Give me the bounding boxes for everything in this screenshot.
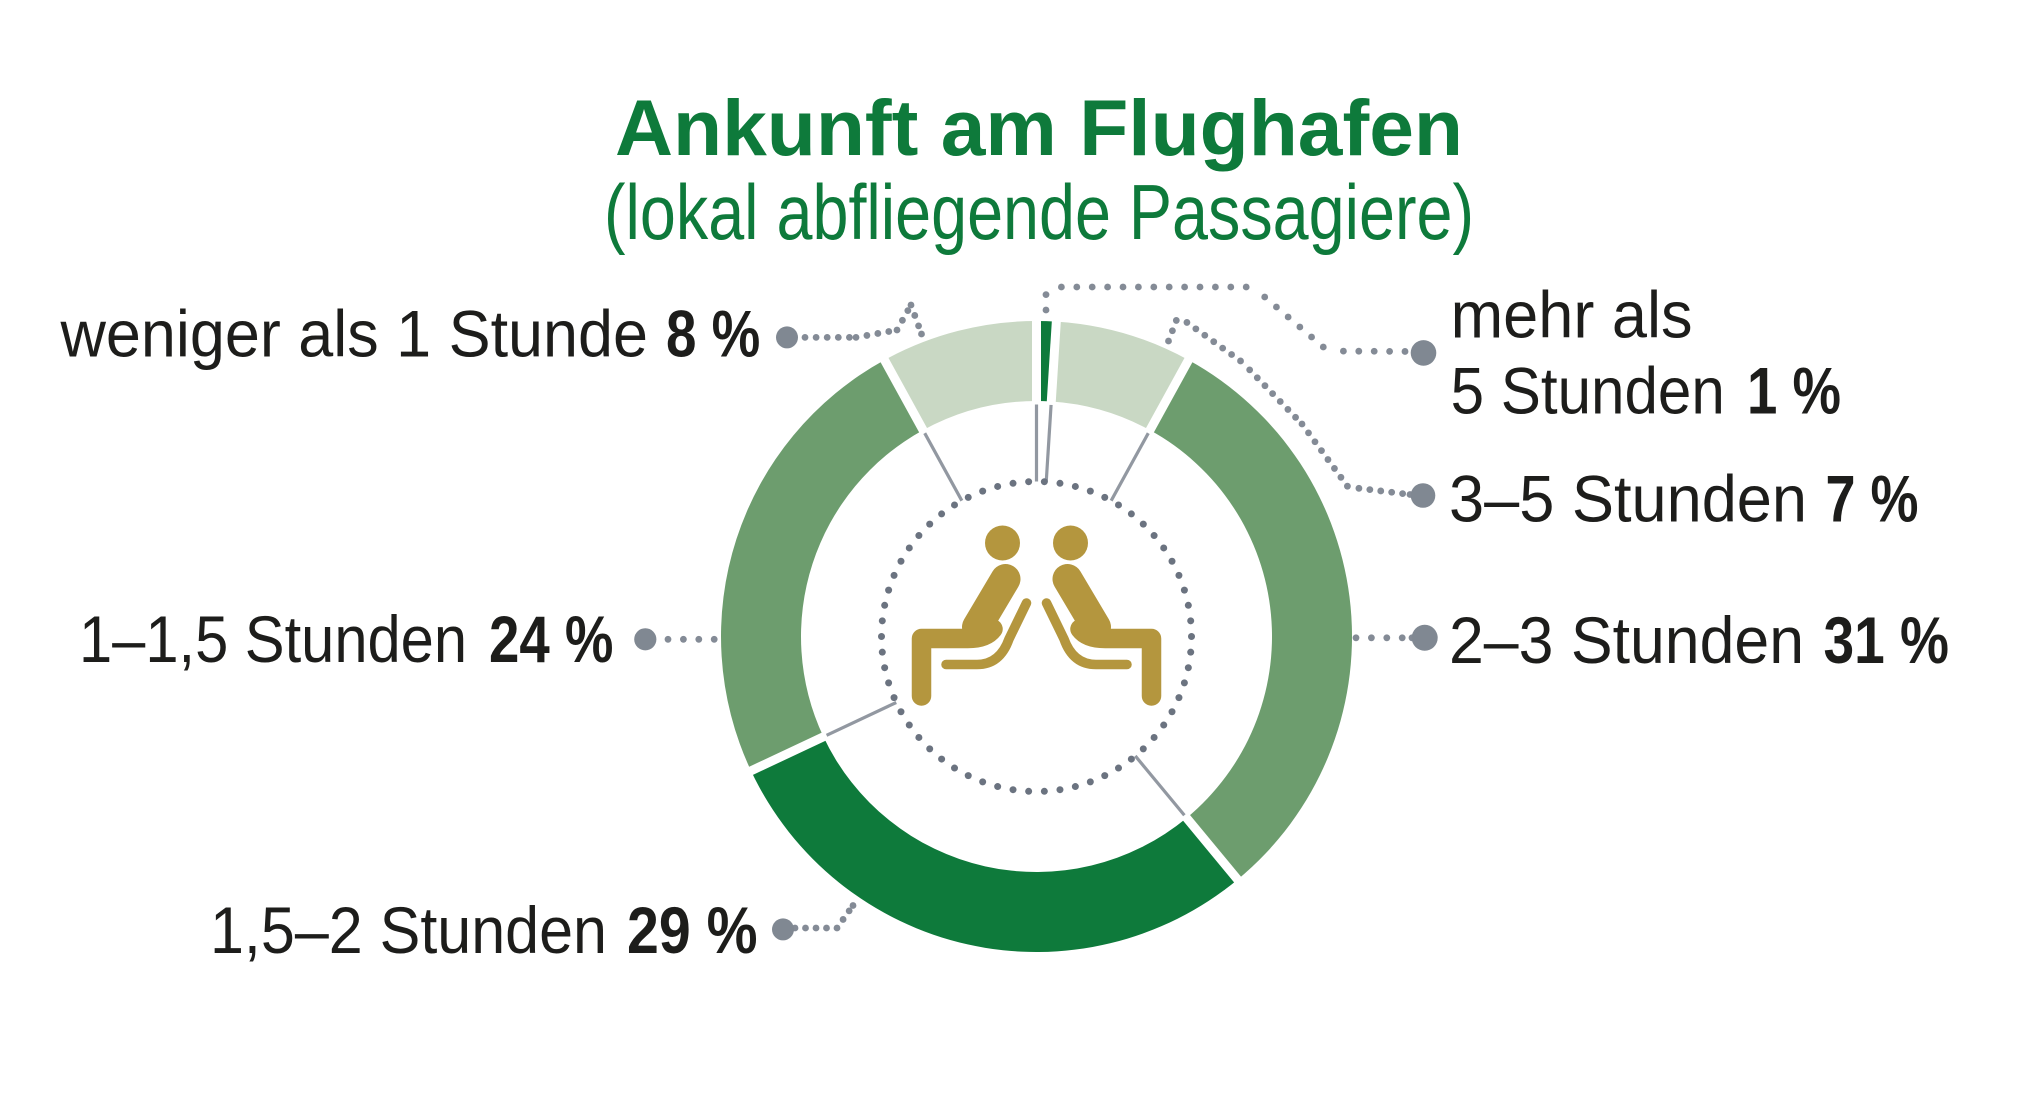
- svg-text:29 %: 29 %: [627, 893, 758, 967]
- svg-text:7 %: 7 %: [1826, 462, 1919, 536]
- svg-text:1–1,5 Stunden: 1–1,5 Stunden: [79, 602, 467, 676]
- svg-text:Ankunft am Flughafen: Ankunft am Flughafen: [615, 83, 1463, 172]
- svg-text:(lokal abfliegende Passagiere): (lokal abfliegende Passagiere): [604, 168, 1474, 256]
- svg-text:mehr als: mehr als: [1451, 278, 1693, 352]
- svg-text:1 %: 1 %: [1747, 354, 1841, 428]
- svg-text:3–5 Stunden: 3–5 Stunden: [1449, 462, 1807, 536]
- svg-text:1,5–2 Stunden: 1,5–2 Stunden: [210, 893, 607, 967]
- svg-text:8 %: 8 %: [666, 297, 760, 371]
- svg-text:31 %: 31 %: [1824, 603, 1950, 677]
- svg-text:5 Stunden: 5 Stunden: [1451, 354, 1725, 428]
- svg-text:weniger als 1 Stunde: weniger als 1 Stunde: [60, 297, 648, 371]
- svg-text:2–3 Stunden: 2–3 Stunden: [1449, 603, 1804, 677]
- svg-text:24 %: 24 %: [489, 602, 613, 676]
